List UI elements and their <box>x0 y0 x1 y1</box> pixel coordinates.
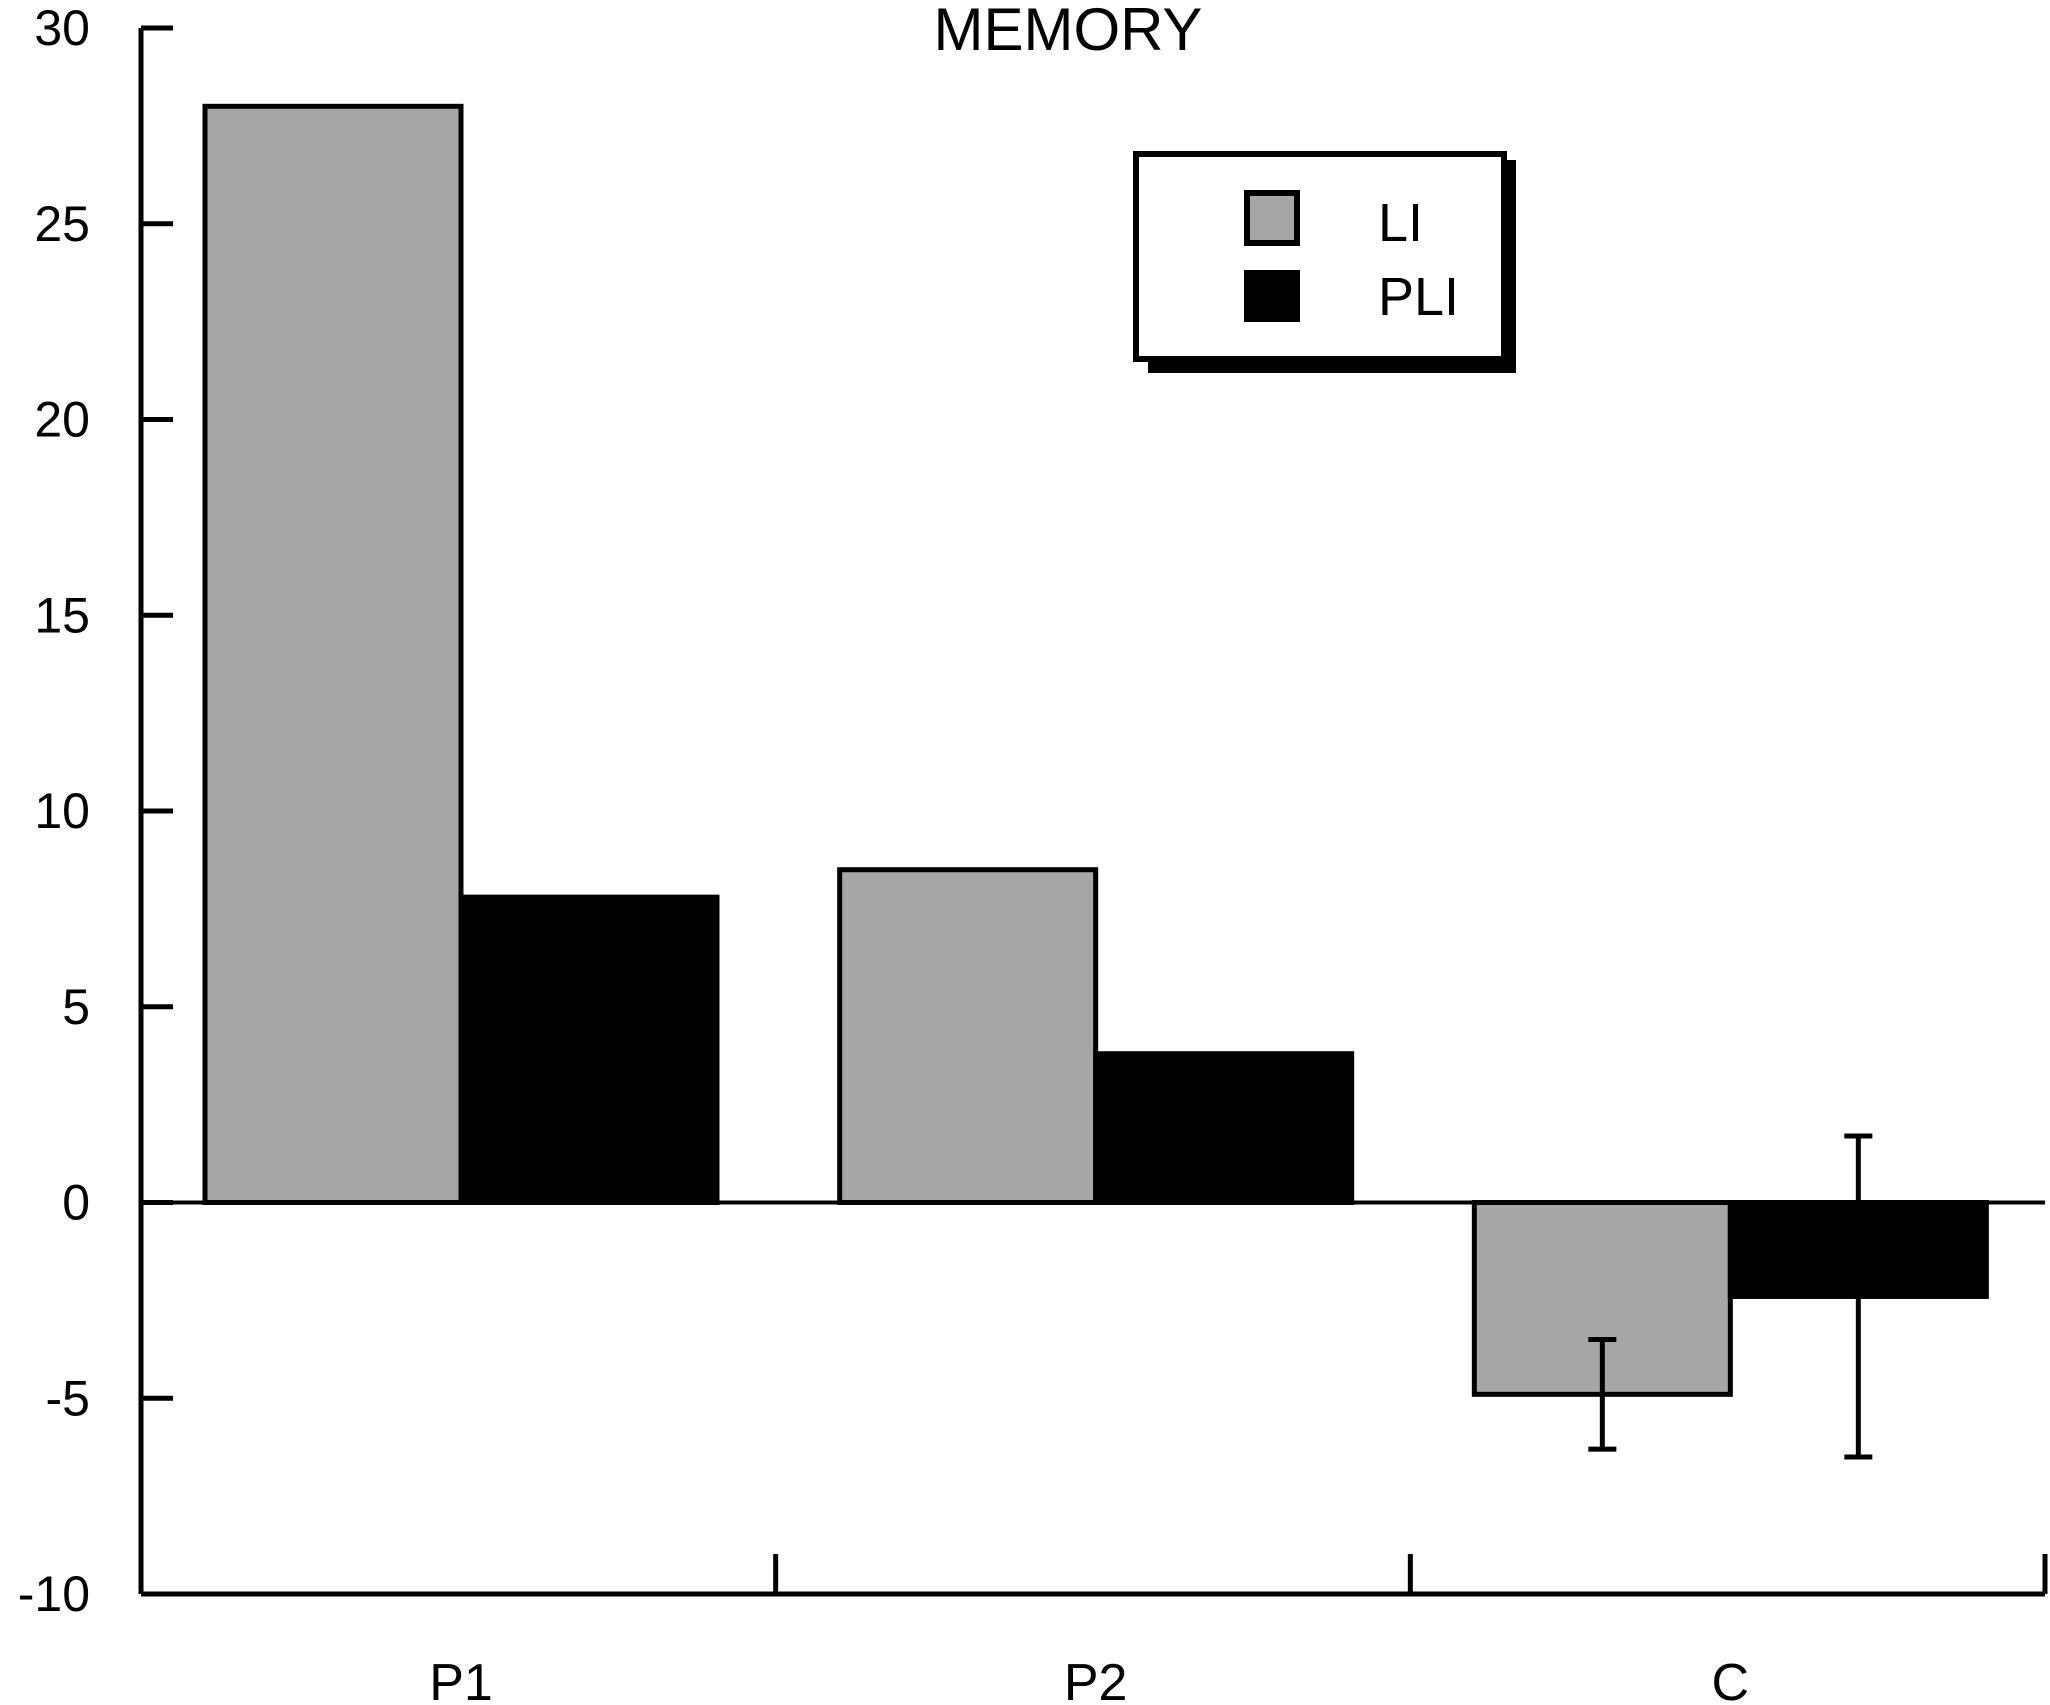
y-tick-label: -10 <box>18 1566 90 1622</box>
legend: LI PLI <box>1133 151 1516 373</box>
bar-pli-p2 <box>1093 1051 1355 1205</box>
y-axis: 30 25 20 15 10 5 0 -5 -10 <box>18 0 173 1622</box>
bar-li-p1 <box>202 103 464 1205</box>
legend-label-li: LI <box>1378 193 1423 253</box>
bars <box>202 103 1989 1397</box>
legend-box <box>1133 151 1507 362</box>
legend-label-pli: PLI <box>1378 267 1459 327</box>
y-tick-label: 30 <box>34 0 90 56</box>
legend-swatch-pli <box>1244 270 1300 322</box>
y-tick-label: 10 <box>34 783 90 839</box>
legend-swatch-li <box>1244 190 1300 246</box>
y-tick-label: 20 <box>34 392 90 448</box>
chart-title: MEMORY <box>934 0 1203 63</box>
y-tick-label: 25 <box>34 196 90 252</box>
category-label-p1: P1 <box>429 1654 493 1705</box>
category-label-p2: P2 <box>1064 1654 1128 1705</box>
bar-li-p2 <box>837 867 1099 1205</box>
error-bars <box>1588 1133 1873 1460</box>
y-tick-label: -5 <box>46 1370 90 1426</box>
y-tick-label: 0 <box>62 1175 90 1231</box>
category-label-c: C <box>1712 1654 1750 1705</box>
category-labels: P1 P2 C <box>429 1654 1749 1705</box>
y-tick-label: 5 <box>62 979 90 1035</box>
y-tick-label: 15 <box>34 587 90 643</box>
bar-pli-p1 <box>458 894 720 1205</box>
x-axis <box>141 1554 2048 1597</box>
